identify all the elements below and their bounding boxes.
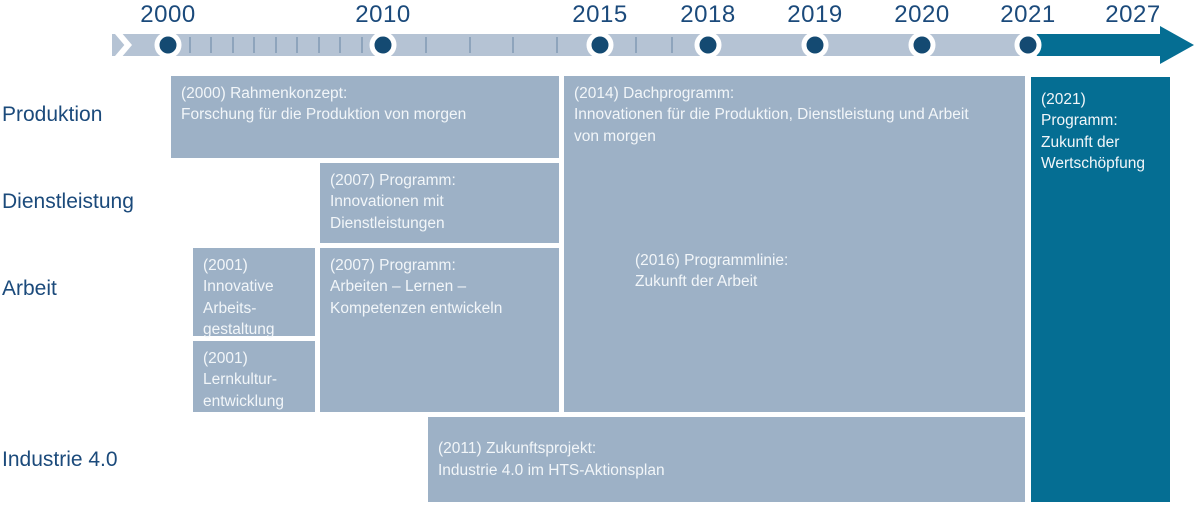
row-label-industrie-4-0: Industrie 4.0 [2, 448, 118, 471]
year-label-2018: 2018 [680, 1, 736, 28]
timeline-future-segment [1037, 34, 1162, 56]
program-box-innovative-arbeitsgestaltung-2001: (2001) Innovative Arbeits- gestaltung [193, 248, 315, 338]
year-label-2021: 2021 [1000, 1, 1056, 28]
timeline-dot-2018 [694, 31, 722, 59]
row-label-dienstleistung: Dienstleistung [2, 190, 134, 213]
program-box-programm-dienstleistungen-2007: (2007) Programm: Innovationen mit Dienst… [320, 163, 559, 243]
timeline-tick [339, 37, 341, 53]
row-label-produktion: Produktion [2, 103, 103, 126]
row-label-arbeit: Arbeit [2, 277, 57, 300]
timeline-tick [469, 37, 471, 53]
year-label-2020: 2020 [894, 1, 950, 28]
timeline-tick [671, 37, 673, 53]
year-label-2027: 2027 [1105, 1, 1161, 28]
timeline-dot-2019 [801, 31, 829, 59]
program-box-programmlinie-zukunft-der-arbeit-2016: (2016) Programmlinie: Zukunft der Arbeit [635, 252, 789, 291]
year-label-2015: 2015 [572, 1, 628, 28]
timeline-tick [296, 37, 298, 53]
timeline-dot-2021 [1014, 31, 1042, 59]
timeline-dot-2015 [586, 31, 614, 59]
timeline-dot-2010 [369, 31, 397, 59]
program-box-programm-zukunft-der-wertschoepfung-2021: (2021) Programm: Zukunft der Wertschöpfu… [1031, 77, 1170, 502]
timeline-dot-2020 [908, 31, 936, 59]
timeline-bar [112, 34, 1040, 56]
year-label-2019: 2019 [787, 1, 843, 28]
timeline-tick [275, 37, 277, 53]
timeline-tick [232, 37, 234, 53]
year-label-2000: 2000 [140, 1, 196, 28]
program-box-programm-arbeiten-lernen-2007: (2007) Programm: Arbeiten – Lernen – Kom… [320, 248, 559, 412]
timeline-tick [189, 37, 191, 53]
timeline-dot-2000 [154, 31, 182, 59]
timeline-tick [556, 37, 558, 53]
program-box-rahmenkonzept-2000: (2000) Rahmenkonzept: Forschung für die … [171, 76, 559, 158]
program-box-zukunftsprojekt-industrie-40-2011: (2011) Zukunftsprojekt: Industrie 4.0 im… [428, 417, 1025, 502]
timeline-tick [318, 37, 320, 53]
timeline-tick [253, 37, 255, 53]
timeline-arrowhead-icon [1160, 26, 1194, 64]
timeline-tick [210, 37, 212, 53]
timeline-tick [361, 37, 363, 53]
program-box-dachprogramm-2014: (2014) Dachprogramm: Innovationen für di… [564, 76, 1025, 412]
timeline-tick [635, 37, 637, 53]
timeline-tick [425, 37, 427, 53]
timeline-tick [512, 37, 514, 53]
year-label-2010: 2010 [355, 1, 411, 28]
program-box-lernkulturentwicklung-2001: (2001) Lernkultur- entwicklung [193, 341, 315, 412]
